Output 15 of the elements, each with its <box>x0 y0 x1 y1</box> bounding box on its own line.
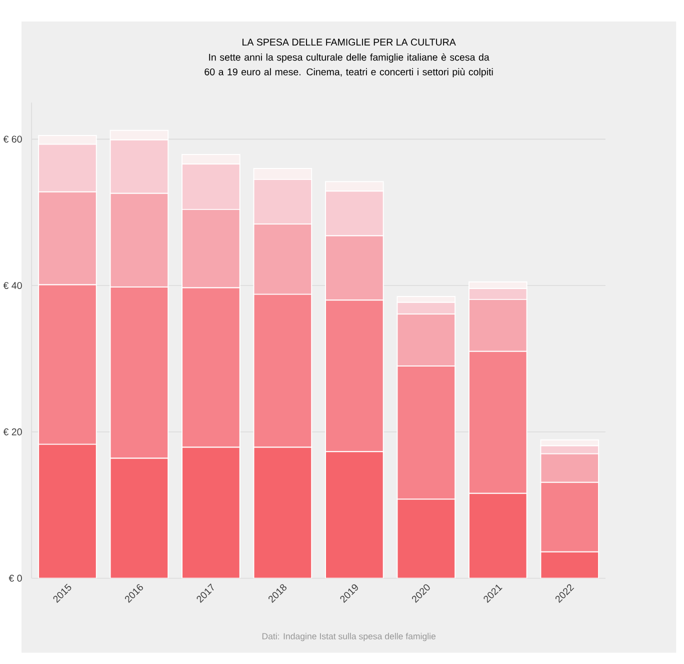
bar <box>110 458 168 578</box>
bar <box>38 444 96 578</box>
bar <box>397 498 456 578</box>
bar <box>468 493 527 578</box>
y-tick-label: € 40 <box>3 282 22 289</box>
bar <box>540 551 600 578</box>
y-tick-label: € 20 <box>3 428 22 436</box>
bar <box>326 451 384 578</box>
y-tick-label: € 0 <box>8 574 22 582</box>
chart-title: LA SPESA DELLE FAMIGLIE PER LA CULTURA <box>242 38 456 46</box>
y-tick-label: € 60 <box>3 136 22 142</box>
bar <box>254 447 312 578</box>
text: Dati: Indagine Istat sulla spesa delle famiglie <box>262 632 436 641</box>
chart-subtitle: In sette anni la spesa culturale delle famiglie italiane è scesa da 60 a 19 euro al mese. Cinema, teatri e concerti i settori più colpiti <box>204 53 493 78</box>
bar <box>182 447 240 578</box>
